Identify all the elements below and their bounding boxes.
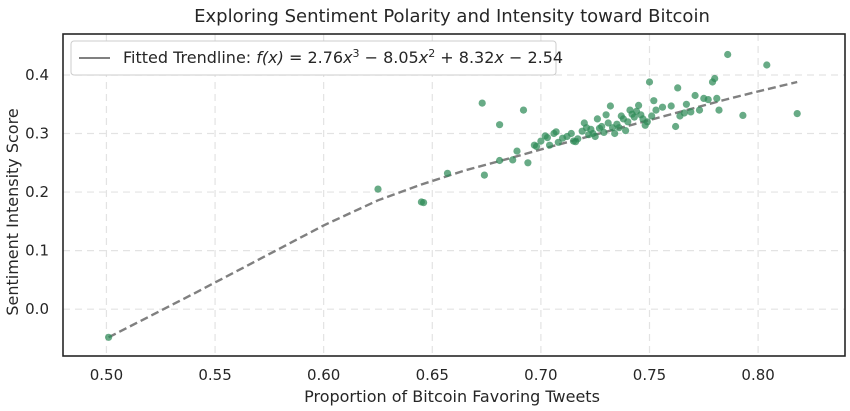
trendline-layer: [108, 80, 798, 339]
scatter-point: [615, 124, 623, 132]
plot-frame: [62, 33, 846, 357]
scatter-point: [105, 333, 113, 341]
scatter-point: [443, 169, 452, 177]
scatter-point: [667, 102, 675, 110]
scatter-point: [652, 106, 660, 114]
scatter-point: [739, 111, 747, 119]
scatter-point: [715, 106, 723, 114]
scatter-point: [672, 122, 680, 131]
scatter-point: [763, 61, 771, 69]
scatter-point: [635, 101, 643, 109]
scatter-point: [496, 156, 504, 165]
scatter-point: [793, 110, 801, 118]
scatter-points: [105, 50, 801, 341]
scatter-point: [600, 128, 608, 136]
scatter-point: [650, 97, 658, 105]
scatter-point: [691, 91, 699, 100]
scatter-point: [574, 135, 582, 143]
scatter-point: [687, 108, 695, 116]
trendline: [108, 80, 798, 339]
chart-title: Exploring Sentiment Polarity and Intensi…: [194, 6, 710, 27]
y-tick-label: 0.0: [25, 300, 49, 318]
scatter-point: [724, 50, 732, 59]
y-axis-ticks: 0.0 0.1 0.2 0.3 0.4: [25, 66, 49, 318]
y-tick-label: 0.2: [25, 183, 49, 201]
scatter-point: [552, 128, 560, 136]
grid: [63, 34, 845, 356]
scatter-point: [611, 129, 619, 138]
x-tick-label: 0.55: [198, 366, 231, 384]
x-tick-label: 0.60: [307, 366, 340, 384]
x-tick-label: 0.80: [741, 366, 774, 384]
x-axis-ticks: 0.50 0.55 0.60 0.65 0.70 0.75 0.80: [90, 366, 775, 384]
scatter-point: [645, 78, 654, 86]
scatter-point: [643, 118, 651, 126]
y-tick-label: 0.3: [25, 125, 49, 143]
scatter-point: [420, 199, 428, 207]
scatter-point: [591, 132, 599, 141]
scatter-point: [593, 115, 602, 123]
scatter-point: [374, 185, 382, 193]
x-tick-label: 0.50: [90, 366, 123, 384]
scatter-point: [704, 96, 712, 104]
scatter-point: [622, 127, 630, 135]
scatter-point: [480, 171, 488, 179]
y-tick-label: 0.4: [25, 66, 49, 84]
scatter-point: [496, 121, 504, 129]
scatter-point: [711, 74, 719, 83]
legend-box: [70, 40, 557, 76]
scatter-point: [532, 142, 541, 150]
scatter-point: [695, 106, 704, 114]
scatter-point: [524, 159, 532, 167]
scatter-point: [630, 113, 638, 121]
scatter-point: [682, 100, 691, 108]
scatter-point: [537, 137, 545, 145]
x-axis-label: Proportion of Bitcoin Favoring Tweets: [304, 387, 600, 406]
scatter-point: [713, 94, 721, 102]
scatter-point: [648, 112, 656, 120]
scatter-point: [509, 156, 517, 164]
legend: Fitted Trendline: f(x) = 2.76x3 − 8.05x2…: [70, 40, 563, 76]
scatter-point: [513, 147, 521, 155]
scatter-point: [546, 141, 554, 149]
scatter-point: [543, 134, 552, 142]
y-axis-label: Sentiment Intensity Score: [3, 108, 22, 315]
x-tick-label: 0.70: [524, 366, 557, 384]
scatter-point: [567, 129, 575, 138]
scatter-point: [478, 99, 486, 107]
scatter-point: [658, 103, 667, 111]
x-tick-label: 0.75: [633, 366, 666, 384]
scatter-point: [624, 118, 632, 126]
scatter-point: [674, 84, 682, 92]
scatter-point: [519, 106, 528, 114]
scatter-point: [598, 122, 606, 131]
scatter-point: [606, 102, 615, 110]
scatter-point: [604, 119, 612, 127]
scatter-point: [680, 109, 688, 117]
y-tick-label: 0.1: [25, 242, 49, 260]
x-tick-label: 0.65: [416, 366, 449, 384]
legend-label-trendline: Fitted Trendline: f(x) = 2.76x3 − 8.05x2…: [123, 47, 563, 67]
scatter-point: [602, 111, 610, 119]
